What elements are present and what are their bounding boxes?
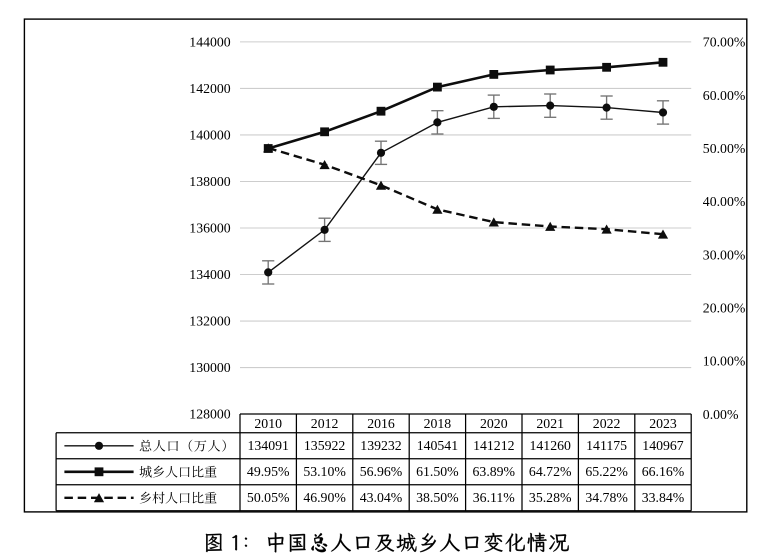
svg-text:43.04%: 43.04% xyxy=(360,490,403,505)
svg-text:50.00%: 50.00% xyxy=(703,141,746,156)
svg-text:140000: 140000 xyxy=(189,128,230,143)
svg-text:144000: 144000 xyxy=(189,34,230,49)
svg-text:50.05%: 50.05% xyxy=(247,490,290,505)
svg-text:70.00%: 70.00% xyxy=(703,35,746,50)
svg-text:2023: 2023 xyxy=(649,416,677,431)
svg-text:139232: 139232 xyxy=(360,438,401,453)
svg-text:140541: 140541 xyxy=(417,438,458,453)
svg-text:65.22%: 65.22% xyxy=(585,464,628,479)
svg-text:2010: 2010 xyxy=(254,416,282,431)
svg-text:46.90%: 46.90% xyxy=(303,490,346,505)
svg-text:66.16%: 66.16% xyxy=(642,464,685,479)
svg-text:10.00%: 10.00% xyxy=(703,354,746,369)
svg-text:134000: 134000 xyxy=(189,267,230,282)
svg-text:56.96%: 56.96% xyxy=(360,464,403,479)
svg-text:61.50%: 61.50% xyxy=(416,464,459,479)
svg-text:135922: 135922 xyxy=(304,438,345,453)
svg-text:53.10%: 53.10% xyxy=(303,464,346,479)
svg-text:2016: 2016 xyxy=(367,416,395,431)
svg-text:128000: 128000 xyxy=(189,407,230,422)
svg-text:132000: 132000 xyxy=(189,314,230,329)
svg-text:2012: 2012 xyxy=(311,416,339,431)
svg-text:141175: 141175 xyxy=(586,438,627,453)
svg-text:142000: 142000 xyxy=(189,81,230,96)
svg-text:141212: 141212 xyxy=(473,438,514,453)
svg-text:34.78%: 34.78% xyxy=(585,490,628,505)
svg-text:134091: 134091 xyxy=(248,438,289,453)
svg-text:63.89%: 63.89% xyxy=(473,464,516,479)
svg-text:2022: 2022 xyxy=(593,416,621,431)
svg-text:140967: 140967 xyxy=(642,438,683,453)
svg-text:0.00%: 0.00% xyxy=(703,407,739,422)
svg-text:141260: 141260 xyxy=(530,438,571,453)
svg-text:2020: 2020 xyxy=(480,416,508,431)
svg-text:2018: 2018 xyxy=(424,416,452,431)
svg-text:136000: 136000 xyxy=(189,221,230,236)
svg-text:130000: 130000 xyxy=(189,360,230,375)
svg-text:40.00%: 40.00% xyxy=(703,194,746,209)
svg-text:49.95%: 49.95% xyxy=(247,464,290,479)
svg-text:64.72%: 64.72% xyxy=(529,464,572,479)
svg-text:20.00%: 20.00% xyxy=(703,301,746,316)
svg-text:2021: 2021 xyxy=(536,416,564,431)
svg-text:60.00%: 60.00% xyxy=(703,88,746,103)
svg-text:30.00%: 30.00% xyxy=(703,247,746,262)
svg-text:33.84%: 33.84% xyxy=(642,490,685,505)
svg-text:35.28%: 35.28% xyxy=(529,490,572,505)
svg-text:38.50%: 38.50% xyxy=(416,490,459,505)
svg-text:138000: 138000 xyxy=(189,174,230,189)
svg-text:36.11%: 36.11% xyxy=(473,490,516,505)
